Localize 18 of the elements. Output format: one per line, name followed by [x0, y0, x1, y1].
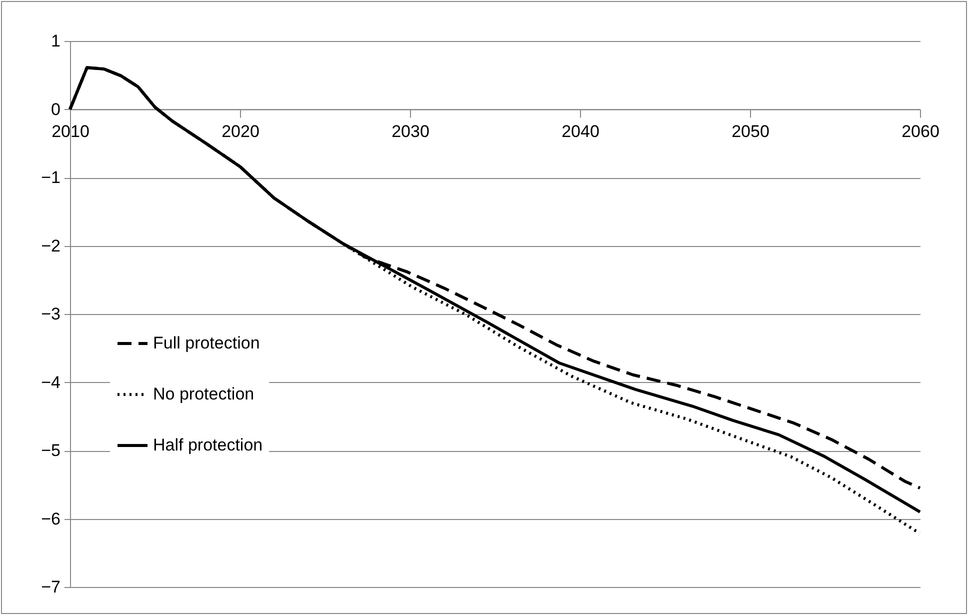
- x-tick-label: 2050: [732, 122, 770, 141]
- legend-label: No protection: [153, 384, 254, 404]
- x-tick-label: 2060: [902, 122, 940, 141]
- x-tick-label: 2020: [222, 122, 260, 141]
- y-tick-label: −4: [41, 372, 60, 392]
- y-tick-label: −3: [41, 304, 60, 324]
- y-tick-label: 0: [51, 100, 60, 119]
- y-tick-label: −2: [41, 236, 60, 256]
- x-tick-label: 2040: [562, 122, 600, 141]
- legend-label: Half protection: [153, 436, 263, 454]
- y-tick-label: −6: [41, 509, 60, 528]
- x-tick-label: 2010: [52, 122, 90, 141]
- x-tick-label: 2030: [392, 122, 430, 141]
- y-tick-label: 1: [51, 32, 60, 50]
- legend-label: Full protection: [153, 334, 260, 352]
- y-tick-label: −5: [41, 441, 60, 460]
- y-tick-label: −1: [41, 168, 60, 187]
- y-tick-label: −7: [41, 578, 60, 596]
